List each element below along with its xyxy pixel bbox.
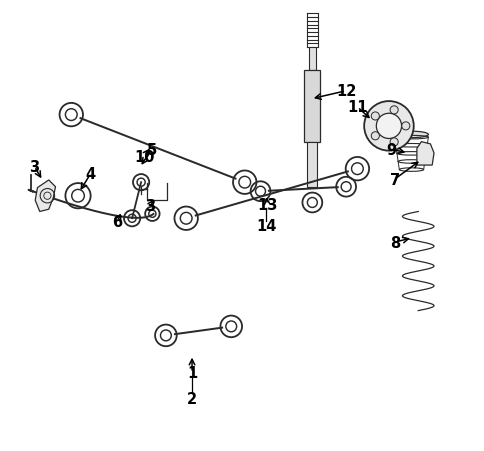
Polygon shape (416, 143, 433, 166)
Text: 13: 13 (257, 198, 277, 213)
Text: 3: 3 (29, 160, 39, 175)
Text: 8: 8 (389, 235, 399, 250)
Bar (303, 71, 320, 143)
Text: 5: 5 (146, 143, 156, 158)
Text: 1: 1 (186, 365, 197, 381)
Bar (308, 48, 315, 71)
Circle shape (389, 138, 397, 147)
Circle shape (370, 133, 378, 141)
Text: 6: 6 (112, 214, 122, 230)
Circle shape (389, 106, 397, 115)
Text: 11: 11 (347, 100, 367, 115)
Circle shape (401, 123, 409, 131)
Ellipse shape (394, 132, 427, 138)
Text: 2: 2 (187, 391, 197, 406)
Bar (307, 143, 317, 188)
Text: 3: 3 (145, 199, 155, 214)
Text: 4: 4 (85, 167, 95, 182)
Text: 14: 14 (256, 219, 276, 234)
Circle shape (370, 113, 378, 121)
Text: 9: 9 (385, 143, 395, 157)
Circle shape (363, 102, 413, 152)
Polygon shape (35, 180, 55, 212)
Text: 12: 12 (335, 84, 356, 99)
Circle shape (376, 114, 401, 139)
Text: 10: 10 (134, 149, 154, 164)
Text: 7: 7 (389, 172, 399, 187)
